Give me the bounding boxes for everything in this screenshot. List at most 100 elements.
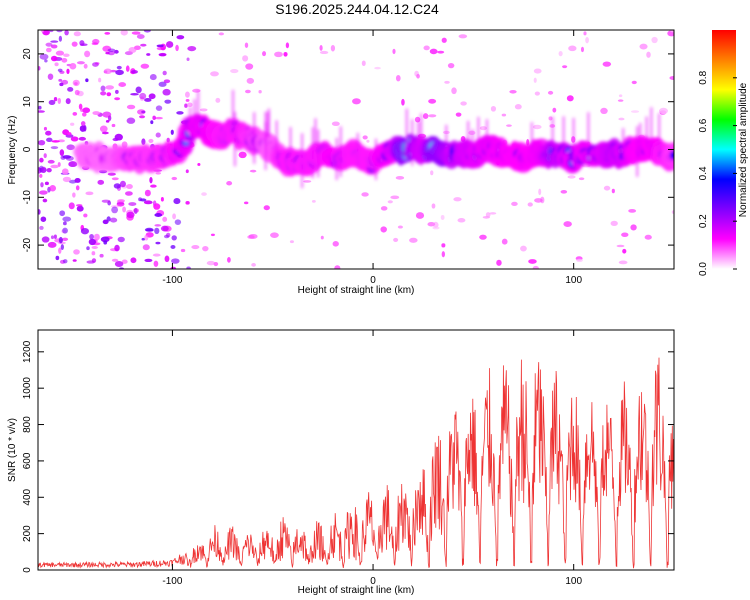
snr-frame (37, 329, 675, 571)
spectrogram-noise-blob (552, 107, 557, 113)
spectrogram-noise-blob (66, 132, 72, 136)
spectrogram-noise-blob (415, 212, 425, 219)
snr-y-axis-label: SNR (10 * v/v) (7, 418, 18, 482)
colorbar-tick-label: 0.6 (698, 118, 709, 132)
spectrogram-noise-blob (63, 53, 70, 58)
spectrogram-noise-blob (218, 32, 225, 36)
spectrogram-noise-blob (191, 245, 200, 250)
snr-y-tick-label: 1000 (22, 377, 33, 400)
spectrogram-streak (317, 129, 320, 178)
spectrogram-noise-blob (158, 81, 167, 87)
spectrogram-noise-blob (155, 105, 163, 111)
spectrogram-noise-blob (113, 183, 121, 189)
spectrogram-noise-blob (153, 203, 161, 210)
spectrogram-noise-blob (162, 216, 168, 222)
spectrogram-noise-blob (155, 241, 161, 245)
spectrogram-noise-blob (83, 213, 88, 218)
spectrogram-noise-blob (270, 232, 279, 238)
spectrogram-noise-blob (227, 257, 231, 263)
spectrogram-noise-blob (143, 30, 151, 33)
spectrogram-y-tick-label: -20 (22, 237, 33, 252)
spectrogram-streak (314, 118, 317, 146)
spectrogram-noise-blob (75, 204, 83, 207)
spectrogram-noise-blob (111, 206, 119, 214)
spectrogram-noise-blob (158, 53, 167, 57)
spectrogram-noise-blob (144, 258, 153, 263)
spectrogram-streak (650, 107, 653, 156)
spectrogram-noise-blob (117, 199, 125, 203)
spectrogram-noise-blob (320, 235, 324, 240)
spectrogram-noise-blob (616, 244, 625, 248)
spectrogram-noise-blob (532, 124, 542, 130)
spectrogram-noise-blob (441, 251, 445, 258)
spectrogram-noise-blob (126, 211, 135, 219)
spectrogram-streak (311, 127, 314, 179)
spectrogram-noise-blob (38, 105, 42, 110)
spectrogram-streak (405, 108, 408, 161)
spectrogram-noise-blob (184, 103, 188, 108)
spectrogram-noise-blob (50, 44, 58, 49)
spectrogram-noise-blob (171, 258, 180, 264)
spectrogram-noise-blob (111, 258, 119, 262)
spectrogram-noise-blob (91, 251, 96, 256)
snr-y-tick-label: 200 (22, 525, 33, 542)
spectrogram-noise-blob (533, 77, 537, 83)
spectrogram-noise-blob (185, 91, 190, 98)
spectrogram-x-tick-label: 0 (370, 275, 376, 286)
spectrogram-noise-blob (141, 237, 146, 241)
spectrogram-noise-blob (152, 115, 156, 121)
spectrogram-noise-blob (57, 68, 63, 73)
spectrogram-noise-blob (192, 88, 201, 93)
spectrogram-noise-blob (136, 34, 145, 40)
spectrogram-noise-blob (489, 212, 497, 215)
spectrogram-streak (658, 113, 661, 151)
spectrogram-noise-blob (164, 99, 172, 104)
spectrogram-noise-blob (140, 43, 147, 47)
spectrogram-noise-blob (617, 99, 624, 102)
spectrogram-noise-blob (283, 51, 288, 57)
spectrogram-noise-blob (105, 85, 115, 90)
spectrogram-noise-blob (38, 209, 41, 215)
spectrogram-noise-blob (92, 38, 100, 45)
spectrogram-noise-blob (622, 248, 627, 254)
spectrogram-noise-blob (639, 43, 648, 50)
spectrogram-noise-blob (154, 224, 162, 227)
spectrogram-noise-blob (165, 41, 174, 48)
spectrogram-noise-blob (126, 117, 136, 124)
spectrogram-streak (562, 116, 565, 143)
spectrogram-noise-blob (163, 79, 171, 84)
spectrogram-noise-blob (63, 221, 67, 226)
spectrogram-streak (232, 89, 235, 122)
spectrogram-noise-blob (427, 221, 436, 227)
spectrogram-noise-blob (560, 189, 568, 194)
spectrogram-noise-blob (366, 139, 370, 143)
spectrogram-noise-blob (117, 236, 125, 243)
spectrogram-noise-blob (576, 258, 583, 263)
spectrogram-noise-blob (64, 30, 69, 36)
spectrogram-noise-blob (213, 262, 219, 267)
spectrogram-noise-blob (330, 44, 336, 52)
spectrogram-noise-blob (54, 62, 59, 67)
spectrogram-noise-blob (68, 202, 75, 210)
colorbar-tick-label: 0.8 (698, 70, 709, 84)
spectrogram-noise-blob (98, 77, 102, 83)
spectrogram-noise-blob (38, 140, 46, 146)
spectrogram-noise-blob (374, 66, 381, 70)
spectrogram-streak (572, 117, 575, 173)
spectrogram-noise-blob (630, 110, 640, 113)
spectrogram-streak (233, 111, 236, 167)
spectrogram-noise-blob (50, 164, 59, 169)
spectrogram-noise-blob (428, 98, 437, 104)
spectrogram-noise-blob (55, 255, 60, 261)
spectrogram-noise-blob (149, 74, 157, 81)
spectrogram-noise-blob (432, 226, 440, 230)
spectrogram-noise-blob (115, 69, 124, 76)
spectrogram-noise-blob (72, 112, 78, 116)
spectrogram-y-tick-label: 0 (22, 146, 33, 152)
colorbar-tick-label: 0.0 (698, 262, 709, 276)
spectrogram-y-axis-label: Frequency (Hz) (7, 116, 18, 185)
spectrogram-streak (411, 119, 414, 166)
spectrogram-noise-blob (149, 176, 153, 184)
spectrogram-noise-blob (39, 173, 43, 178)
